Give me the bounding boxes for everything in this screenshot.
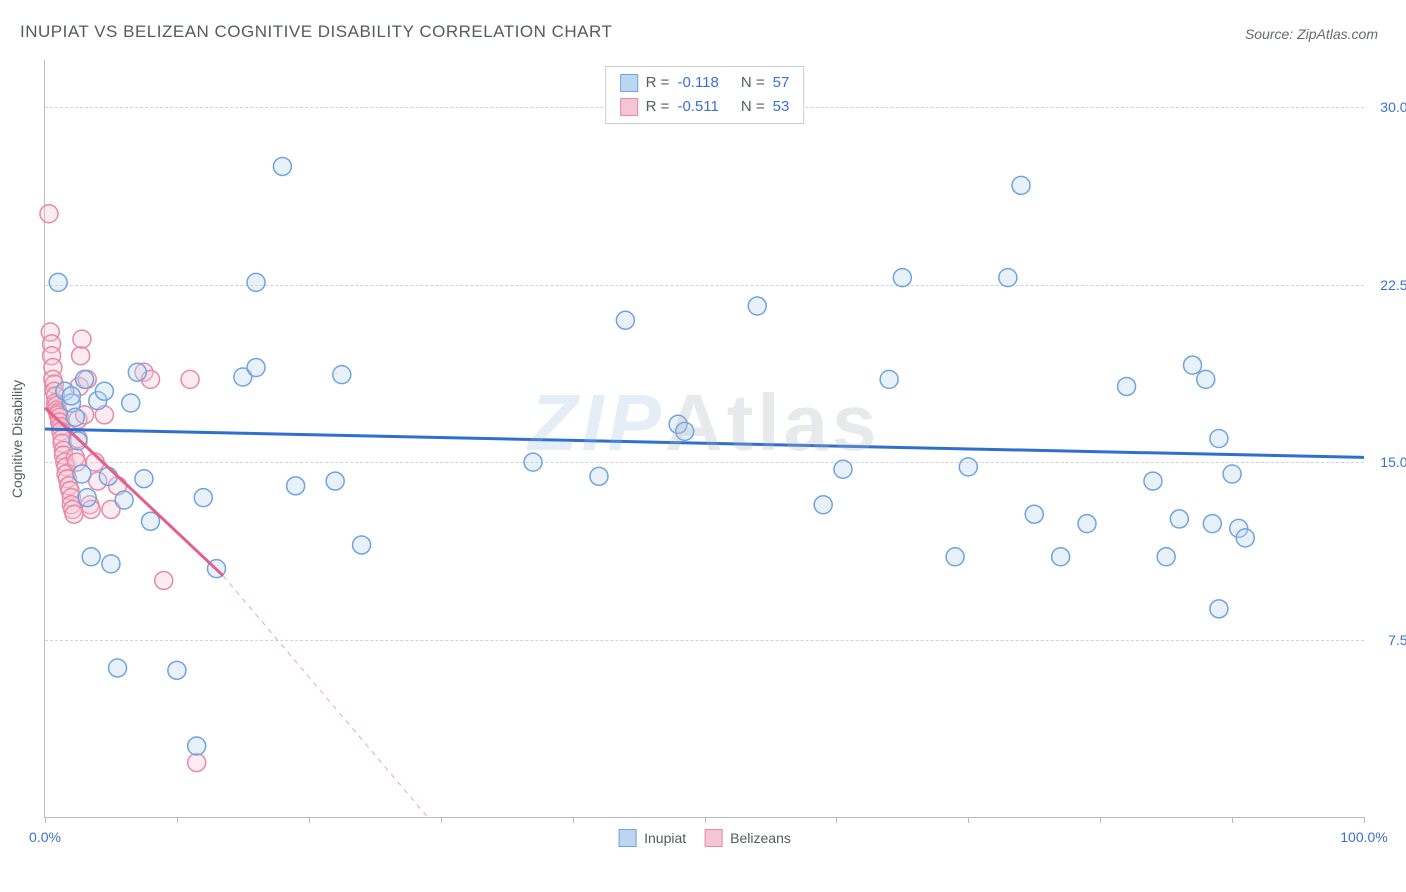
x-tick <box>177 817 178 823</box>
stats-legend-row: R = -0.511 N = 53 <box>620 95 790 119</box>
y-tick-label: 15.0% <box>1380 454 1406 470</box>
series-legend-item: Belizeans <box>704 829 791 847</box>
x-tick <box>309 817 310 823</box>
x-tick <box>441 817 442 823</box>
y-tick-label: 30.0% <box>1380 99 1406 115</box>
x-tick <box>836 817 837 823</box>
x-tick-label: 100.0% <box>1340 829 1387 845</box>
x-tick <box>1232 817 1233 823</box>
y-axis-label: Cognitive Disability <box>9 379 25 497</box>
series-legend: Inupiat Belizeans <box>618 829 791 847</box>
x-tick <box>1100 817 1101 823</box>
series-legend-item: Inupiat <box>618 829 686 847</box>
y-tick-label: 7.5% <box>1388 632 1406 648</box>
chart-canvas <box>45 60 1364 817</box>
stats-legend-row: R = -0.118 N = 57 <box>620 71 790 95</box>
x-tick <box>45 817 46 823</box>
stats-legend: R = -0.118 N = 57 R = -0.511 N = 53 <box>605 66 805 124</box>
x-tick <box>1364 817 1365 823</box>
x-tick <box>573 817 574 823</box>
x-tick <box>705 817 706 823</box>
x-tick-label: 0.0% <box>29 829 61 845</box>
y-tick-label: 22.5% <box>1380 277 1406 293</box>
source-label: Source: ZipAtlas.com <box>1245 26 1378 42</box>
chart-title: INUPIAT VS BELIZEAN COGNITIVE DISABILITY… <box>20 22 612 42</box>
plot-area: Cognitive Disability ZIPAtlas R = -0.118… <box>44 60 1364 818</box>
x-tick <box>968 817 969 823</box>
